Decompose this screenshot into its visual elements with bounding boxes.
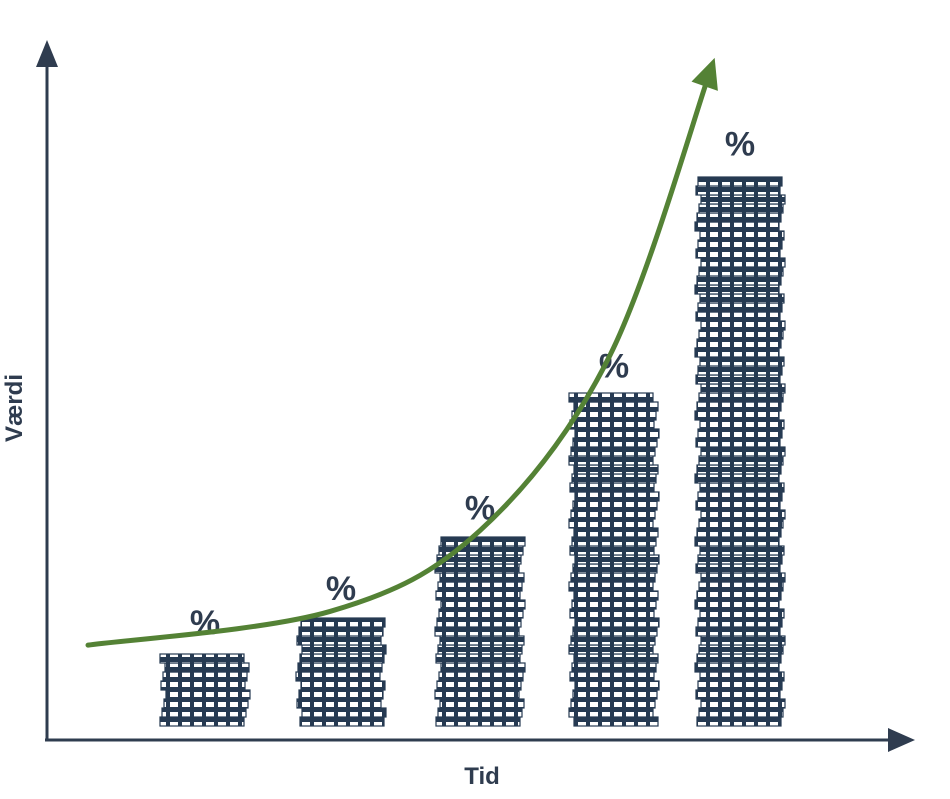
x-axis: [45, 728, 915, 752]
y-axis-label: Værdi: [1, 374, 28, 442]
coin-stack-icon: [159, 653, 251, 727]
y-axis-arrow-icon: [36, 40, 58, 67]
bars-group: [159, 176, 786, 727]
bar-label: %: [326, 570, 356, 608]
y-axis: [36, 40, 58, 740]
x-axis-label: Tid: [464, 763, 500, 790]
x-axis-arrow-icon: [888, 728, 915, 752]
bar-labels-group: %%%%%: [190, 125, 755, 642]
coin-stack-icon: [694, 176, 786, 727]
coin-stack-icon: [568, 392, 660, 727]
bar-label: %: [725, 125, 755, 163]
trend-line: [85, 62, 715, 648]
coin-stack-icon: [434, 536, 526, 727]
coin-stack-icon: [295, 617, 387, 727]
growth-arrow-icon: [691, 57, 718, 91]
